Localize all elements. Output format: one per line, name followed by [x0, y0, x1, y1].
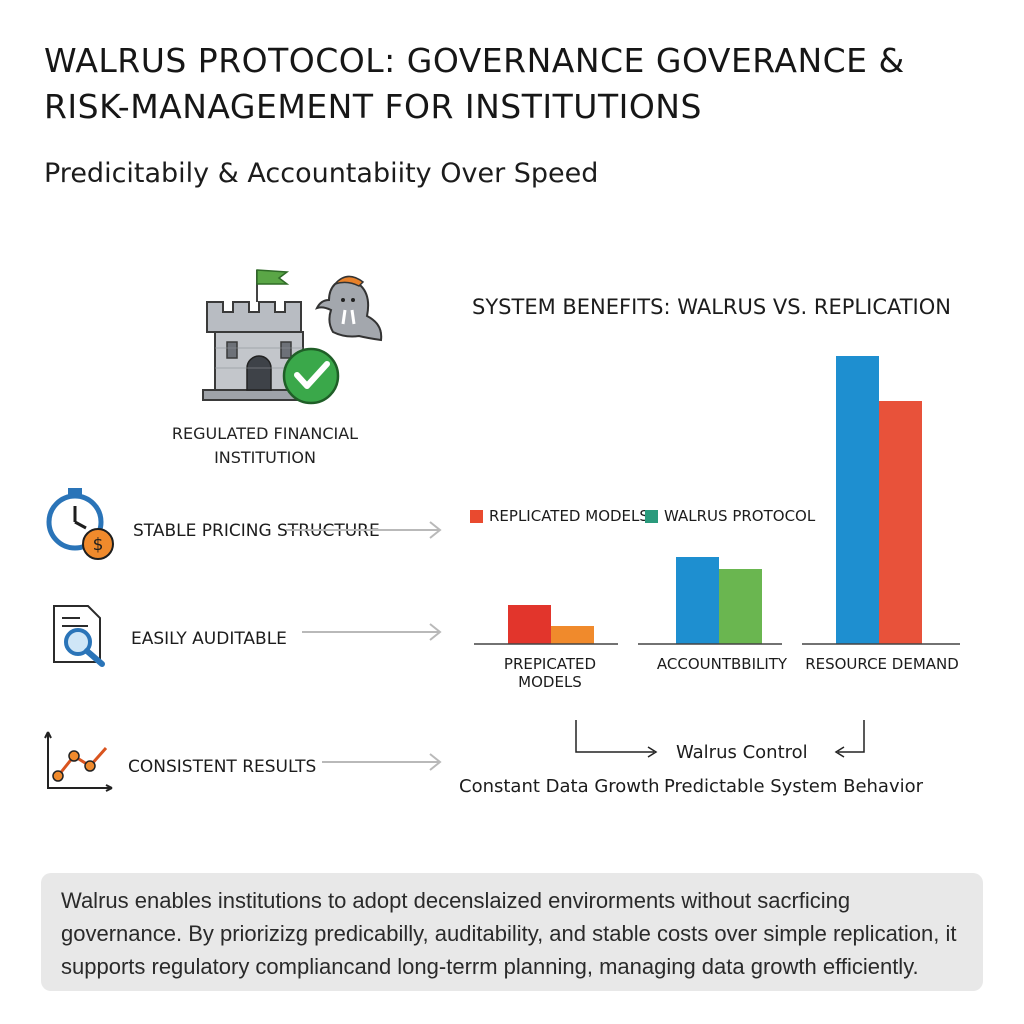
summary-text: Walrus enables institutions to adopt dec…	[61, 888, 957, 979]
institution-label: REGULATED FINANCIAL INSTITUTION	[171, 424, 359, 467]
legend-label: REPLICATED MODELS	[489, 507, 649, 525]
summary-box: Walrus enables institutions to adopt dec…	[41, 873, 983, 991]
x-tick-label: PREPICATED MODELS	[503, 655, 597, 691]
institution-illustration	[202, 269, 383, 405]
benefit-stable-pricing: STABLE PRICING STRUCTURE	[133, 521, 380, 541]
flag-icon	[256, 269, 290, 285]
page-subtitle: Predicitabily & Accountabiity Over Speed	[44, 158, 599, 189]
bar-walrus-protocol-1	[719, 569, 762, 644]
stopwatch-dollar-icon: $	[46, 488, 114, 560]
flow-arrows	[575, 720, 865, 758]
svg-text:$: $	[93, 535, 104, 555]
document-magnifier-icon	[53, 605, 105, 667]
bar-replicated-models-2	[836, 356, 879, 644]
connector-arrowhead	[429, 623, 442, 641]
flow-left-label: Constant Data Growth	[459, 776, 660, 797]
x-tick-label: ACCOUNTBBILITY	[656, 655, 788, 673]
legend-swatch	[470, 509, 483, 523]
connector-arrowhead	[429, 521, 442, 539]
flow-center-label: Walrus Control	[676, 742, 808, 763]
walrus-mascot-icon	[315, 275, 383, 342]
flow-arrow-right	[838, 720, 865, 753]
chart-title: SYSTEM BENEFITS: WALRUS VS. REPLICATION	[472, 295, 951, 319]
flow-arrow-left	[575, 720, 654, 753]
bar-chart	[474, 356, 960, 645]
flow-arrowhead	[647, 746, 658, 758]
bar-replicated-models-1	[676, 557, 719, 644]
checkmark-badge-icon	[282, 347, 340, 405]
page-title: WALRUS PROTOCOL: GOVERNANCE GOVERANCE & …	[44, 41, 905, 126]
line-chart-icon	[44, 731, 113, 792]
benefit-consistent-results: CONSISTENT RESULTS	[128, 757, 317, 777]
benefit-easily-auditable: EASILY AUDITABLE	[131, 629, 287, 649]
legend-swatch	[645, 509, 658, 523]
legend-item: WALRUS PROTOCOL	[645, 507, 815, 525]
bar-walrus-protocol-2	[879, 401, 922, 644]
legend-label: WALRUS PROTOCOL	[664, 507, 816, 525]
flow-arrowhead	[834, 746, 845, 758]
bar-walrus-protocol-0	[551, 626, 594, 644]
x-tick-label: RESOURCE DEMAND	[805, 655, 959, 673]
bar-replicated-models-0	[508, 605, 551, 644]
benefit-connectors	[286, 521, 442, 771]
connector-arrowhead	[429, 753, 442, 771]
flow-right-label: Predictable System Behavior	[664, 776, 924, 797]
legend-item: REPLICATED MODELS	[470, 507, 649, 525]
